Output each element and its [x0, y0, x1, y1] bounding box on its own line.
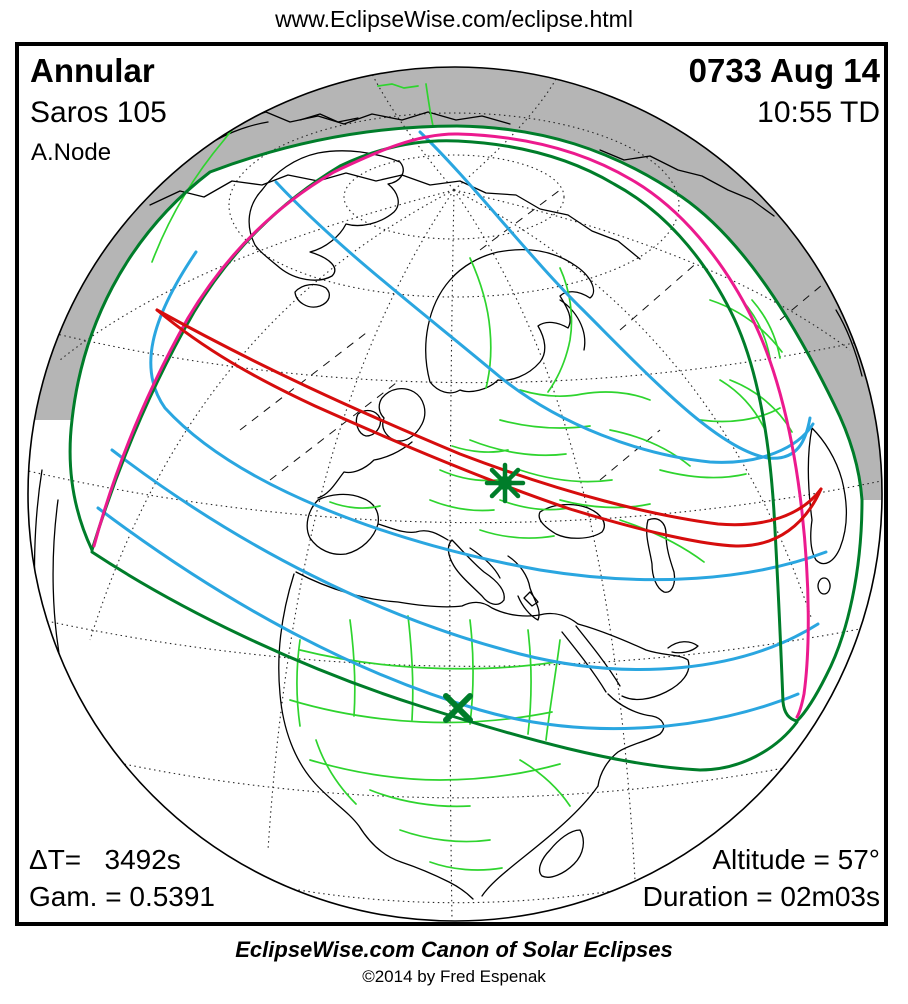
annular-eclipse-path	[155, 308, 823, 548]
map-frame	[15, 42, 888, 926]
sunrise-sunset-limit-curves	[68, 124, 864, 772]
globe-disc	[28, 67, 882, 921]
footer-copyright: ©2014 by Fred Espenak	[362, 967, 546, 986]
eclipse-time: 10:55 TD	[757, 96, 880, 129]
eclipse-date: 0733 Aug 14	[688, 52, 880, 89]
altitude-value: Altitude = 57°	[712, 844, 880, 875]
footer-title: EclipseWise.com Canon of Solar Eclipses	[235, 937, 673, 962]
gamma-value: Gam. = 0.5391	[29, 881, 216, 912]
delta-t-value: ΔT= 3492s	[29, 844, 181, 875]
sub-solar-point-marker	[443, 693, 473, 723]
duration-value: Duration = 02m03s	[642, 881, 880, 912]
greatest-eclipse-marker	[484, 462, 526, 504]
site-url-banner: www.EclipseWise.com/eclipse.html	[275, 6, 633, 32]
eclipse-type-label: Annular	[30, 52, 155, 89]
globe-rim	[27, 66, 883, 922]
node-label: A.Node	[31, 139, 112, 166]
penumbral-limit-curve	[92, 132, 810, 719]
saros-label: Saros 105	[30, 96, 167, 129]
eclipse-contour-lines	[96, 130, 828, 731]
